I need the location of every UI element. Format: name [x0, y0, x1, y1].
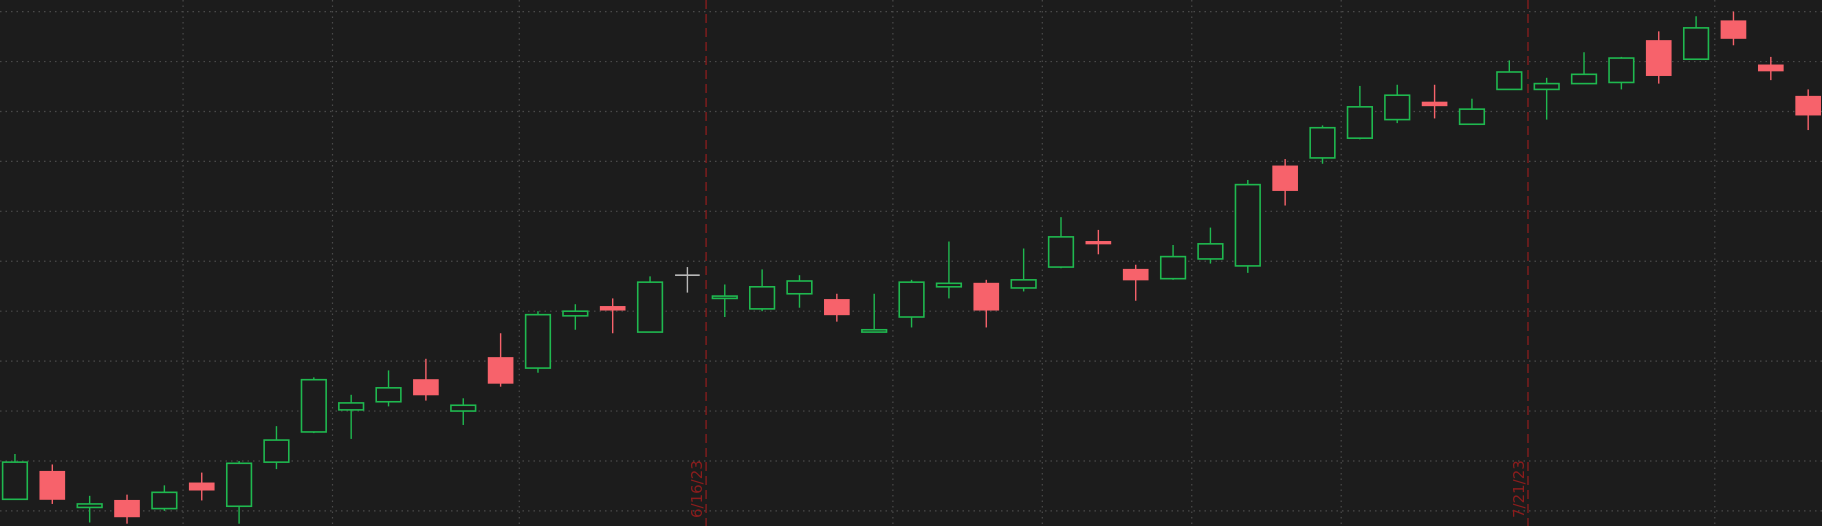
- candle-body: [1384, 94, 1411, 121]
- candle-body: [114, 499, 140, 518]
- candle-body: [39, 470, 66, 500]
- candle-body: [338, 402, 365, 411]
- candle-body: [1608, 57, 1635, 84]
- candle-body: [1533, 82, 1560, 91]
- candle-body: [1234, 183, 1261, 267]
- candle-body: [1085, 241, 1112, 245]
- candle-body: [1197, 243, 1224, 260]
- candle-body: [450, 404, 477, 412]
- candle-body: [151, 491, 178, 510]
- candle-body: [1570, 73, 1598, 85]
- candle-body: [1757, 64, 1784, 72]
- candle-body: [487, 357, 514, 384]
- candle-body: [1, 461, 29, 501]
- annotation-label: 6/16/23: [688, 460, 706, 518]
- candle-body: [225, 462, 253, 508]
- candle-body: [1458, 108, 1486, 126]
- candle-body: [1010, 279, 1037, 289]
- candle-body: [973, 282, 1000, 311]
- annotation-label: 7/21/23: [1510, 460, 1528, 518]
- candle-body: [1720, 20, 1747, 39]
- candle-body: [636, 281, 664, 333]
- candle-body: [1047, 236, 1075, 268]
- candle-body: [524, 313, 552, 369]
- candle-body: [824, 299, 850, 316]
- candle-body: [1645, 40, 1672, 76]
- candle-body: [898, 281, 925, 318]
- candle-body: [1346, 106, 1373, 139]
- candle-body: [935, 282, 963, 288]
- candle-body: [263, 439, 290, 463]
- candle-body: [76, 503, 103, 509]
- candle-body: [375, 387, 402, 403]
- candle-body: [188, 482, 215, 491]
- candle-body: [1122, 268, 1149, 281]
- candle-body: [1272, 165, 1298, 191]
- candle-body: [562, 310, 589, 317]
- candle-body: [1309, 126, 1336, 159]
- candle-body: [1159, 255, 1187, 280]
- candle-body: [861, 328, 888, 333]
- candle-body: [1421, 101, 1448, 107]
- candle-body: [1682, 27, 1710, 61]
- candle-body: [413, 379, 439, 396]
- candle-body: [786, 280, 813, 295]
- candle-body: [1496, 71, 1523, 91]
- candle-body: [1795, 95, 1822, 116]
- candle-body: [599, 306, 626, 311]
- candle-body: [748, 286, 776, 310]
- candle-body: [711, 295, 738, 300]
- candle-body: [300, 378, 327, 433]
